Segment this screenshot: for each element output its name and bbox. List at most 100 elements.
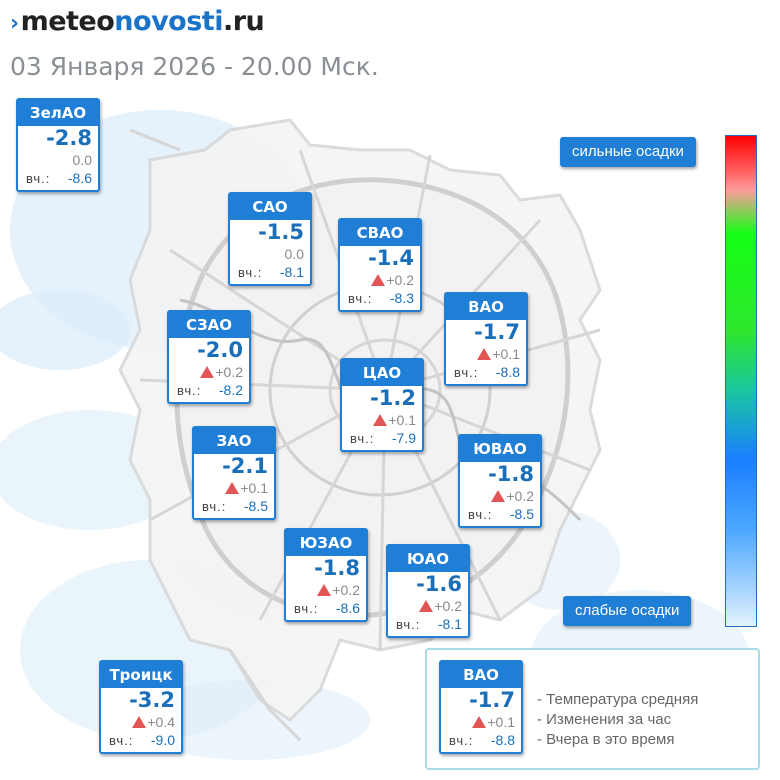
yesterday-label: вч.:: [468, 507, 493, 522]
district-temp: -1.7: [469, 688, 515, 712]
yesterday-value: -8.2: [218, 382, 243, 398]
yesterday-value: -8.8: [495, 364, 520, 380]
trend-up-icon: [371, 274, 386, 286]
yesterday-label: вч.:: [396, 617, 421, 632]
legend-sample-card: ВАО -1.7 +0.1 вч.: -8.8: [439, 660, 523, 754]
district-card-cao: ЦАО -1.2 +0.1 вч.: -7.9: [340, 358, 424, 452]
district-temp: -1.2: [370, 386, 416, 410]
district-card-zao: ЗАО -2.1 +0.1 вч.: -8.5: [192, 426, 276, 520]
trend-up-icon: [200, 366, 215, 378]
scale-label-heavy: сильные осадки: [560, 137, 696, 167]
district-name: ЮАО: [388, 546, 468, 572]
trend-up-icon: [491, 490, 506, 502]
scale-label-light: слабые осадки: [563, 596, 692, 626]
yesterday-label: вч.:: [294, 601, 319, 616]
district-name: СВАО: [340, 220, 420, 246]
district-change-value: +0.2: [215, 364, 243, 380]
trend-up-icon: [317, 584, 332, 596]
yesterday-value: -9.0: [150, 732, 175, 748]
yesterday-label: вч.:: [348, 291, 373, 306]
district-change: +0.2: [491, 488, 534, 504]
district-change-value: +0.2: [506, 488, 534, 504]
yesterday-label: вч.:: [177, 383, 202, 398]
yesterday-value: -8.6: [67, 170, 92, 186]
brand-part2: novosti: [114, 6, 223, 37]
district-change: +0.2: [371, 272, 414, 288]
legend-line-avg-temp: - Температура средняя: [537, 691, 699, 708]
legend-line-yesterday: - Вчера в это время: [537, 731, 675, 748]
district-change: +0.1: [225, 480, 268, 496]
yesterday-value: -7.9: [391, 430, 416, 446]
district-name: Троицк: [101, 662, 181, 688]
date-time-line: 03 Января 2026 - 20.00 Мск.: [10, 52, 379, 81]
district-temp: -1.8: [314, 556, 360, 580]
district-temp: -3.2: [129, 688, 175, 712]
yesterday-label: вч.:: [202, 499, 227, 514]
precipitation-scale-bar: [725, 135, 757, 627]
district-card-yuzao: ЮЗАО -1.8 +0.2 вч.: -8.6: [284, 528, 368, 622]
district-change-value: +0.4: [147, 714, 175, 730]
district-change-value: +0.1: [487, 714, 515, 730]
yesterday-value: -8.5: [509, 506, 534, 522]
yesterday-value: -8.6: [335, 600, 360, 616]
district-temp: -1.6: [416, 572, 462, 596]
district-change: 0.0: [285, 246, 304, 262]
district-change-value: +0.1: [388, 412, 416, 428]
legend-line-hourly-change: - Изменения за час: [537, 711, 672, 728]
yesterday-label: вч.:: [109, 733, 134, 748]
district-change-value: +0.1: [240, 480, 268, 496]
district-change: 0.0: [73, 152, 92, 168]
district-change-value: 0.0: [72, 152, 92, 168]
district-name: ВАО: [446, 294, 526, 320]
district-temp: -1.7: [474, 320, 520, 344]
district-change: +0.1: [373, 412, 416, 428]
trend-up-icon: [132, 716, 147, 728]
district-card-svao: СВАО -1.4 +0.2 вч.: -8.3: [338, 218, 422, 312]
district-change: +0.2: [317, 582, 360, 598]
district-temp: -1.8: [488, 462, 534, 486]
yesterday-value: -8.8: [490, 732, 515, 748]
district-name: ЮВАО: [460, 436, 540, 462]
district-change-value: 0.0: [284, 246, 304, 262]
legend-descriptions: - Температура средняя - Изменения за час…: [537, 690, 698, 750]
site-logo: ›meteonovosti.ru: [10, 6, 265, 37]
yesterday-value: -8.3: [389, 290, 414, 306]
district-change: +0.1: [477, 346, 520, 362]
yesterday-value: -8.1: [437, 616, 462, 632]
district-change-value: +0.1: [492, 346, 520, 362]
trend-up-icon: [477, 348, 492, 360]
district-name: СЗАО: [169, 312, 249, 338]
yesterday-label: вч.:: [238, 265, 263, 280]
district-card-szao: СЗАО -2.0 +0.2 вч.: -8.2: [167, 310, 251, 404]
district-temp: -2.0: [197, 338, 243, 362]
district-name: ЮЗАО: [286, 530, 366, 556]
district-card-zelao: ЗелАО -2.8 0.0 вч.: -8.6: [16, 98, 100, 192]
district-name: САО: [230, 194, 310, 220]
district-card-sao: САО -1.5 0.0 вч.: -8.1: [228, 192, 312, 286]
district-name: ЗелАО: [18, 100, 98, 126]
yesterday-label: вч.:: [26, 171, 51, 186]
district-card-troitsk: Троицк -3.2 +0.4 вч.: -9.0: [99, 660, 183, 754]
legend-box: ВАО -1.7 +0.1 вч.: -8.8 - Температура ср…: [425, 648, 760, 770]
yesterday-label: вч.:: [449, 733, 474, 748]
yesterday-value: -8.5: [243, 498, 268, 514]
district-temp: -1.4: [368, 246, 414, 270]
yesterday-label: вч.:: [350, 431, 375, 446]
district-card-yuao: ЮАО -1.6 +0.2 вч.: -8.1: [386, 544, 470, 638]
logo-mark-icon: ›: [10, 11, 19, 36]
district-card-vao: ВАО -1.7 +0.1 вч.: -8.8: [444, 292, 528, 386]
district-temp: -1.5: [258, 220, 304, 244]
yesterday-value: -8.1: [279, 264, 304, 280]
brand-part1: meteo: [20, 6, 115, 37]
yesterday-label: вч.:: [454, 365, 479, 380]
district-change: +0.4: [132, 714, 175, 730]
district-change: +0.1: [472, 714, 515, 730]
district-change: +0.2: [419, 598, 462, 614]
brand-part3: .ru: [222, 6, 265, 37]
district-name: ЗАО: [194, 428, 274, 454]
trend-up-icon: [225, 482, 240, 494]
trend-up-icon: [472, 716, 487, 728]
district-temp: -2.8: [46, 126, 92, 150]
district-card-yuvao: ЮВАО -1.8 +0.2 вч.: -8.5: [458, 434, 542, 528]
district-temp: -2.1: [222, 454, 268, 478]
